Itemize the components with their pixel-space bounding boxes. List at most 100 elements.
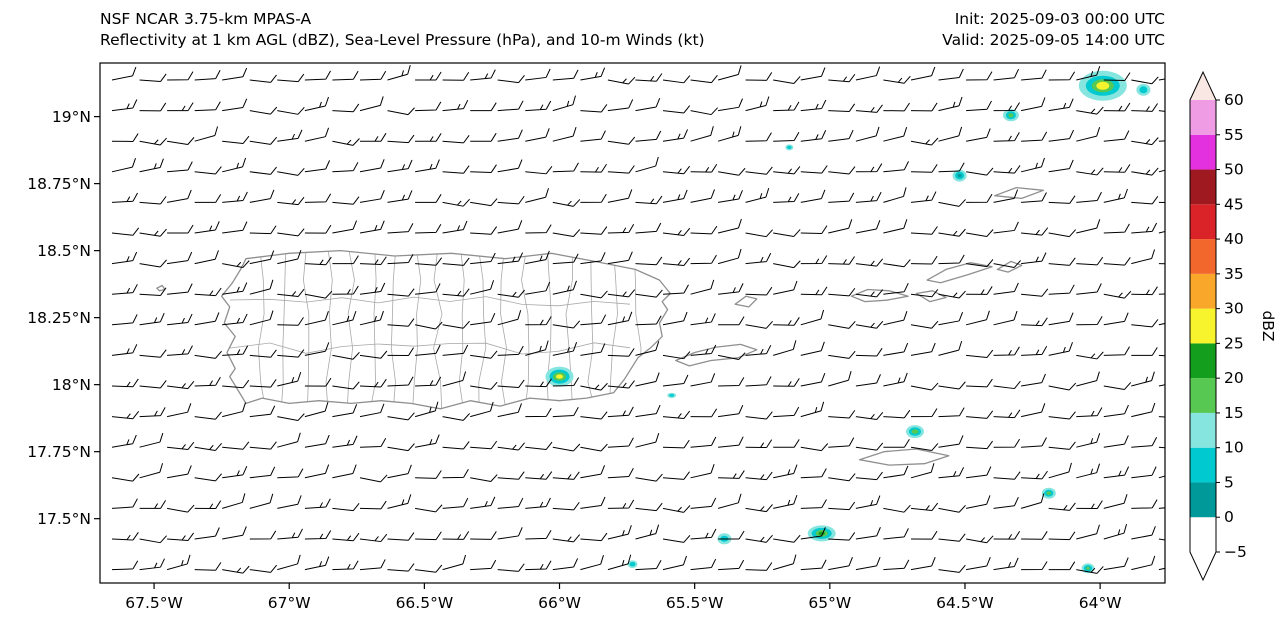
wind-barb — [1158, 348, 1165, 358]
wind-barb — [580, 226, 608, 235]
wind-barb — [525, 316, 552, 326]
wind-barb — [387, 190, 413, 203]
wind-barb — [1048, 382, 1077, 391]
wind-barb — [662, 129, 688, 142]
wind-barb — [580, 443, 608, 452]
wind-barb — [883, 219, 908, 234]
wind-barb — [1076, 191, 1102, 203]
wind-barb — [1048, 284, 1075, 295]
wind-barb — [387, 412, 415, 421]
wind-barb — [167, 504, 195, 513]
wind-barb — [139, 500, 167, 509]
wind-barb — [1076, 127, 1101, 142]
wind-barb — [1158, 372, 1165, 387]
wind-barb — [194, 350, 222, 359]
wind-barb — [525, 340, 549, 356]
wind-barb — [883, 372, 908, 387]
wind-barb — [883, 102, 910, 112]
wind-barb — [635, 524, 660, 540]
wind-barb — [304, 224, 332, 234]
wind-barb — [883, 559, 910, 571]
wind-barb — [415, 344, 441, 356]
wind-barb — [249, 405, 276, 418]
wind-barb — [222, 345, 249, 356]
wind-barb — [552, 407, 579, 418]
wind-barb — [1131, 347, 1158, 356]
wind-barb — [470, 559, 497, 571]
wind-barb — [855, 495, 881, 509]
wind-barb — [662, 471, 690, 480]
wind-barb — [855, 527, 881, 540]
wind-barb — [635, 222, 662, 234]
wind-barb — [883, 342, 909, 356]
wind-barb — [993, 165, 1021, 174]
wind-barb — [1048, 531, 1076, 541]
wind-barb — [552, 377, 580, 387]
wind-barb — [194, 194, 222, 203]
wind-barb — [111, 157, 137, 173]
wind-barb — [332, 381, 360, 390]
wind-barb — [745, 96, 770, 112]
wind-barb — [993, 380, 1021, 390]
wind-barb — [773, 132, 800, 142]
colorbar-tick-label: 50 — [1224, 161, 1244, 179]
wind-barb — [470, 164, 497, 174]
wind-barb — [607, 348, 635, 357]
wind-barb — [855, 191, 882, 203]
wind-barb — [883, 439, 910, 448]
colorbar-segment — [1190, 343, 1216, 379]
y-tick-label: 17.75°N — [27, 443, 91, 461]
wind-barb — [745, 344, 772, 356]
wind-barb — [470, 69, 496, 81]
init-time: Init: 2025-09-03 00:00 UTC — [954, 10, 1165, 28]
wind-barb — [993, 346, 1020, 356]
wind-barb — [773, 317, 800, 326]
wind-barb — [359, 190, 385, 203]
wind-barb — [883, 259, 911, 268]
wind-barb — [332, 196, 360, 205]
wind-barb — [387, 347, 414, 357]
x-tick-label: 67°W — [268, 594, 311, 612]
wind-barb — [717, 248, 742, 265]
wind-barb — [194, 312, 220, 326]
wind-barb — [222, 98, 248, 112]
wind-barb — [111, 66, 137, 81]
wind-barb — [828, 129, 854, 142]
wind-barb — [1131, 76, 1159, 85]
wind-barb — [690, 528, 717, 540]
wind-barb — [718, 436, 744, 448]
wind-barb — [993, 102, 1020, 112]
coastline-st-john — [915, 290, 947, 303]
wind-barb — [415, 159, 440, 173]
wind-barb — [800, 401, 825, 418]
wind-barb — [387, 288, 415, 297]
wind-barb — [470, 226, 498, 235]
wind-barb — [442, 72, 470, 81]
wind-barb — [883, 75, 911, 84]
wind-barb — [249, 310, 274, 326]
wind-barb — [415, 283, 441, 295]
wind-barb — [166, 403, 192, 418]
reflectivity-cell — [627, 560, 638, 568]
wind-barb — [552, 253, 579, 265]
wind-barb — [304, 498, 331, 509]
wind-barb — [222, 135, 250, 145]
wind-barb — [607, 406, 634, 418]
wind-barb — [1158, 131, 1165, 142]
wind-barb — [277, 349, 305, 358]
wind-barb — [1021, 69, 1047, 81]
wind-barb — [277, 495, 302, 509]
wind-barb — [966, 495, 991, 509]
wind-barb — [111, 284, 138, 295]
wind-barb — [773, 166, 801, 175]
wind-barb — [1076, 167, 1104, 176]
wind-barb — [800, 99, 827, 112]
wind-barb — [304, 434, 330, 448]
wind-barb — [552, 95, 576, 112]
wind-barb — [883, 409, 911, 419]
wind-barb — [1021, 131, 1048, 142]
wind-barb — [828, 73, 856, 83]
colorbar-segment — [1190, 204, 1216, 240]
wind-barb — [635, 73, 663, 82]
wind-barb — [966, 410, 994, 419]
